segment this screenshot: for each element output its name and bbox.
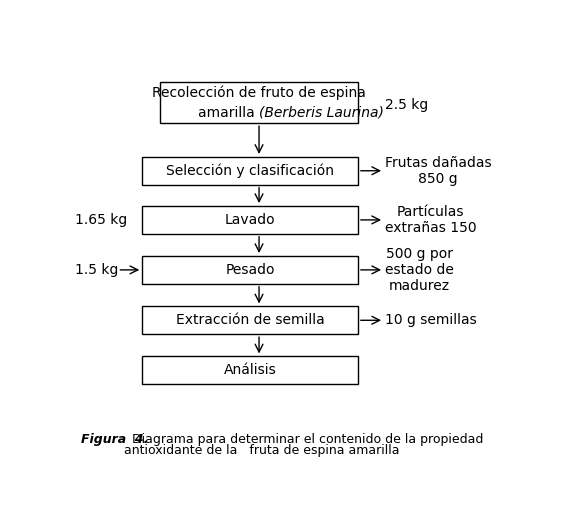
Text: Análisis: Análisis <box>224 363 277 377</box>
Text: 1.5 kg: 1.5 kg <box>75 263 118 277</box>
Text: 2.5 kg: 2.5 kg <box>385 98 428 112</box>
Text: 10 g semillas: 10 g semillas <box>385 313 477 327</box>
FancyBboxPatch shape <box>160 82 358 123</box>
Text: antioxidante de la   fruta de espina amarilla: antioxidante de la fruta de espina amari… <box>124 444 400 458</box>
Text: amarilla: amarilla <box>198 105 259 120</box>
Text: Pesado: Pesado <box>225 263 275 277</box>
FancyBboxPatch shape <box>142 306 358 334</box>
Text: Partículas
extrañas 150: Partículas extrañas 150 <box>385 205 477 235</box>
Text: Lavado: Lavado <box>224 213 276 227</box>
Text: (Berberis Laurina): (Berberis Laurina) <box>259 105 384 120</box>
Text: Diagrama para determinar el contenido de la propiedad: Diagrama para determinar el contenido de… <box>124 433 484 446</box>
Text: 1.65 kg: 1.65 kg <box>75 213 127 227</box>
Text: Figura  4.: Figura 4. <box>81 433 149 446</box>
Text: Selección y clasificación: Selección y clasificación <box>166 163 334 178</box>
Text: Recolección de fruto de espina: Recolección de fruto de espina <box>152 86 366 100</box>
Text: Frutas dañadas
850 g: Frutas dañadas 850 g <box>385 156 491 186</box>
FancyBboxPatch shape <box>142 356 358 384</box>
Text: Extracción de semilla: Extracción de semilla <box>176 313 324 327</box>
FancyBboxPatch shape <box>142 206 358 234</box>
FancyBboxPatch shape <box>142 157 358 185</box>
Text: 500 g por
estado de
madurez: 500 g por estado de madurez <box>385 247 454 293</box>
FancyBboxPatch shape <box>142 256 358 284</box>
